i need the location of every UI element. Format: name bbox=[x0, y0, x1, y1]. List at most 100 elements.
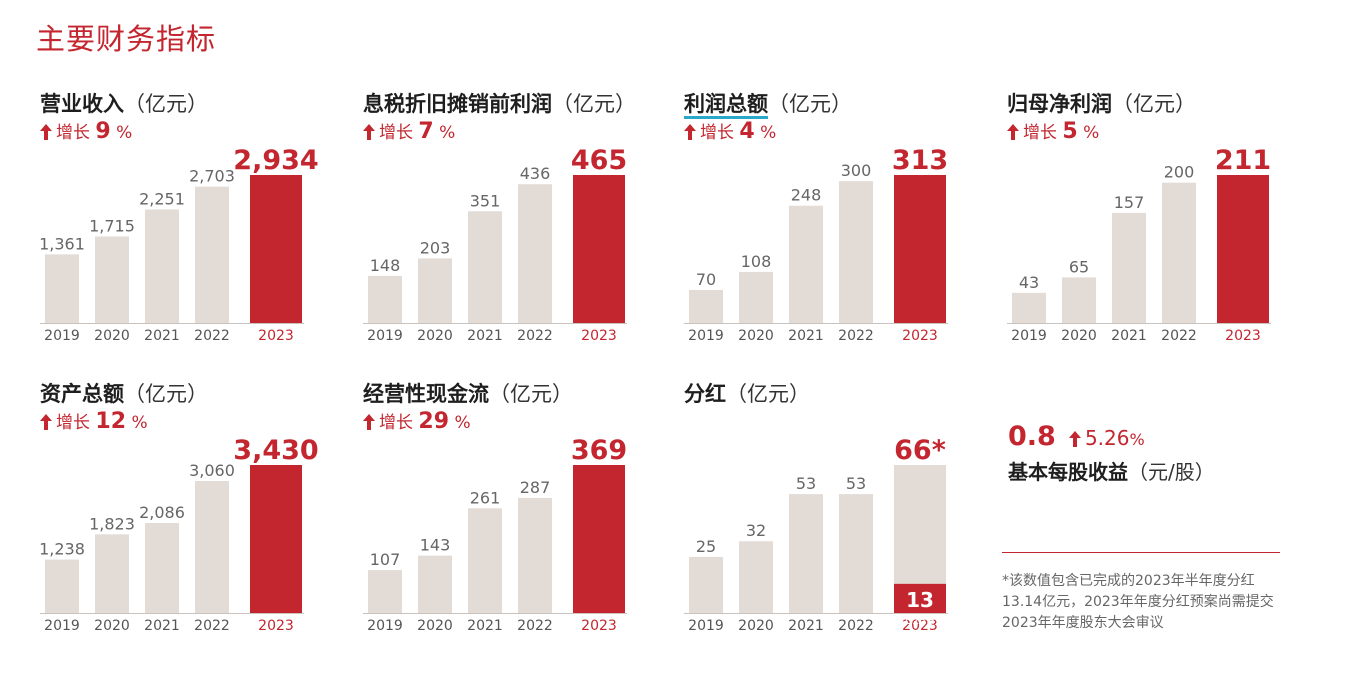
panel-unit: （亿元） bbox=[552, 92, 636, 116]
bar-2021 bbox=[468, 508, 502, 613]
panel-title: 资产总额 bbox=[40, 382, 124, 406]
tick-label-2019: 2019 bbox=[44, 618, 80, 634]
eps-label: 基本每股收益 bbox=[1008, 460, 1128, 484]
value-label-2019: 25 bbox=[696, 537, 716, 556]
arrow-up-icon bbox=[363, 124, 375, 140]
eps-growth-unit: % bbox=[1129, 430, 1145, 449]
growth-unit: % bbox=[116, 123, 133, 143]
bar-2022 bbox=[518, 184, 552, 323]
growth-prefix: 增长 bbox=[379, 123, 413, 143]
tick-label-2023: 2023 bbox=[581, 618, 617, 634]
note-divider bbox=[1002, 552, 1280, 553]
growth-prefix: 增长 bbox=[56, 413, 90, 433]
tick-label-2020: 2020 bbox=[417, 618, 453, 634]
value-label-2021: 2,086 bbox=[139, 503, 185, 522]
growth-indicator: 增长 7 % bbox=[363, 120, 455, 145]
footnote: *该数值包含已完成的2023年半年度分红13.14亿元，2023年年度分红预案尚… bbox=[1002, 573, 1274, 631]
value-label-2019: 107 bbox=[370, 550, 401, 569]
value-label-2020: 1,823 bbox=[89, 514, 135, 533]
arrow-up-icon bbox=[40, 414, 52, 430]
tick-label-2020: 2020 bbox=[738, 618, 774, 634]
value-label-2022: 53 bbox=[846, 474, 866, 493]
bar-chart: 1,238 2019 1,823 2020 2,086 2021 3,060 2022 3,43… bbox=[39, 435, 319, 634]
tick-label-2019: 2019 bbox=[367, 328, 403, 344]
panel-title: 营业收入 bbox=[40, 92, 124, 116]
value-label-2020: 1,715 bbox=[89, 216, 135, 235]
growth-value: 5 bbox=[1062, 119, 1078, 144]
growth-prefix: 增长 bbox=[1023, 123, 1057, 143]
value-label-2021: 351 bbox=[470, 191, 501, 210]
tick-label-2022: 2022 bbox=[194, 618, 230, 634]
bar-2022 bbox=[1162, 182, 1196, 323]
bar-2021 bbox=[789, 205, 823, 323]
tick-label-2021: 2021 bbox=[1111, 328, 1147, 344]
tick-label-2021: 2021 bbox=[788, 328, 824, 344]
tick-label-2021: 2021 bbox=[788, 618, 824, 634]
growth-unit: % bbox=[131, 413, 148, 433]
growth-prefix: 增长 bbox=[379, 413, 413, 433]
value-label-2022: 200 bbox=[1164, 163, 1195, 182]
tick-label-2019: 2019 bbox=[367, 618, 403, 634]
bar-2023 bbox=[250, 175, 302, 323]
growth-prefix: 增长 bbox=[700, 123, 734, 143]
operating-cash-flow-panel: 经营性现金流（亿元） 增长 29 % 107 2019 143 2020 261 2021… bbox=[363, 380, 663, 670]
value-label-2022: 2,703 bbox=[189, 167, 235, 186]
bar-segment-h1 bbox=[894, 583, 946, 613]
bar-chart: 70 2019 108 2020 248 2021 300 2022 313 2023 bbox=[684, 145, 948, 344]
bar-2020 bbox=[739, 271, 773, 323]
tick-label-2019: 2019 bbox=[44, 328, 80, 344]
tick-label-2022: 2022 bbox=[838, 328, 874, 344]
panel-title: 息税折旧摊销前利润 bbox=[363, 92, 552, 116]
value-label-2022: 3,060 bbox=[189, 461, 235, 480]
value-label-2023: 211 bbox=[1215, 145, 1271, 176]
value-label-2023: 66* bbox=[894, 435, 946, 466]
page-title: 主要财务指标 bbox=[36, 22, 217, 56]
bar-2021 bbox=[145, 522, 179, 613]
value-label-2023: 3,430 bbox=[233, 435, 318, 466]
growth-value: 9 bbox=[95, 119, 111, 144]
panel-title: 归母净利润 bbox=[1007, 92, 1112, 116]
eps-summary: 0.8 5.26% 基本每股收益（元/股） bbox=[1008, 420, 1288, 487]
panel-unit: （亿元） bbox=[1112, 92, 1196, 116]
value-label-2023: 369 bbox=[571, 435, 627, 466]
dividend-panel: 分红（亿元） 25 2019 32 2020 53 2021 53 2022 66* 2023 13… bbox=[684, 380, 984, 670]
tick-label-2023: 2023 bbox=[258, 618, 294, 634]
bar-2023 bbox=[1217, 175, 1269, 323]
growth-prefix: 增长 bbox=[56, 123, 90, 143]
eps-unit: （元/股） bbox=[1128, 460, 1215, 484]
tick-label-2022: 2022 bbox=[517, 618, 553, 634]
revenue-panel: 营业收入（亿元） 增长 9 % 1,361 2019 1,715 2020 2,251 2… bbox=[39, 90, 340, 380]
growth-indicator: 增长 29 % bbox=[363, 410, 471, 435]
tick-label-2020: 2020 bbox=[94, 328, 130, 344]
value-label-2020: 143 bbox=[420, 536, 451, 555]
value-label-2021: 248 bbox=[791, 186, 822, 205]
bar-2019 bbox=[689, 556, 723, 613]
growth-indicator: 增长 4 % bbox=[684, 120, 776, 145]
arrow-up-icon bbox=[684, 124, 696, 140]
panel-unit: （亿元） bbox=[726, 382, 810, 406]
bar-chart: 43 2019 65 2020 157 2021 200 2022 211 2023 bbox=[1007, 145, 1271, 344]
tick-label-2023: 2023 bbox=[1225, 328, 1261, 344]
growth-value: 7 bbox=[418, 119, 434, 144]
tick-label-2022: 2022 bbox=[517, 328, 553, 344]
bar-chart: 148 2019 203 2020 351 2021 436 2022 465 2023 bbox=[363, 145, 627, 344]
total-assets-panel: 资产总额（亿元） 增长 12 % 1,238 2019 1,823 2020 2,086… bbox=[39, 380, 340, 670]
panel-unit: （亿元） bbox=[489, 382, 573, 406]
panel-title: 利润总额 bbox=[684, 92, 768, 119]
tick-label-2023: 2023 bbox=[581, 328, 617, 344]
tick-label-2023: 2023 bbox=[902, 328, 938, 344]
tick-label-2020: 2020 bbox=[94, 618, 130, 634]
bar-chart: 1,361 2019 1,715 2020 2,251 2021 2,703 2022 2,93… bbox=[39, 145, 319, 344]
tick-label-2019: 2019 bbox=[688, 328, 724, 344]
bar-2020 bbox=[418, 258, 452, 323]
tick-label-2021: 2021 bbox=[144, 328, 180, 344]
bar-chart: 25 2019 32 2020 53 2021 53 2022 66* 2023 13 2023H1 bbox=[684, 435, 948, 634]
growth-indicator: 增长 12 % bbox=[40, 410, 148, 435]
bar-chart: 107 2019 143 2020 261 2021 287 2022 369 2023 bbox=[363, 435, 627, 634]
value-label-2020: 108 bbox=[741, 252, 772, 271]
value-label-2021: 261 bbox=[470, 488, 501, 507]
bar-2020 bbox=[739, 541, 773, 613]
bar-2021 bbox=[1112, 212, 1146, 323]
bar-2023 bbox=[894, 175, 946, 323]
arrow-up-icon bbox=[40, 124, 52, 140]
